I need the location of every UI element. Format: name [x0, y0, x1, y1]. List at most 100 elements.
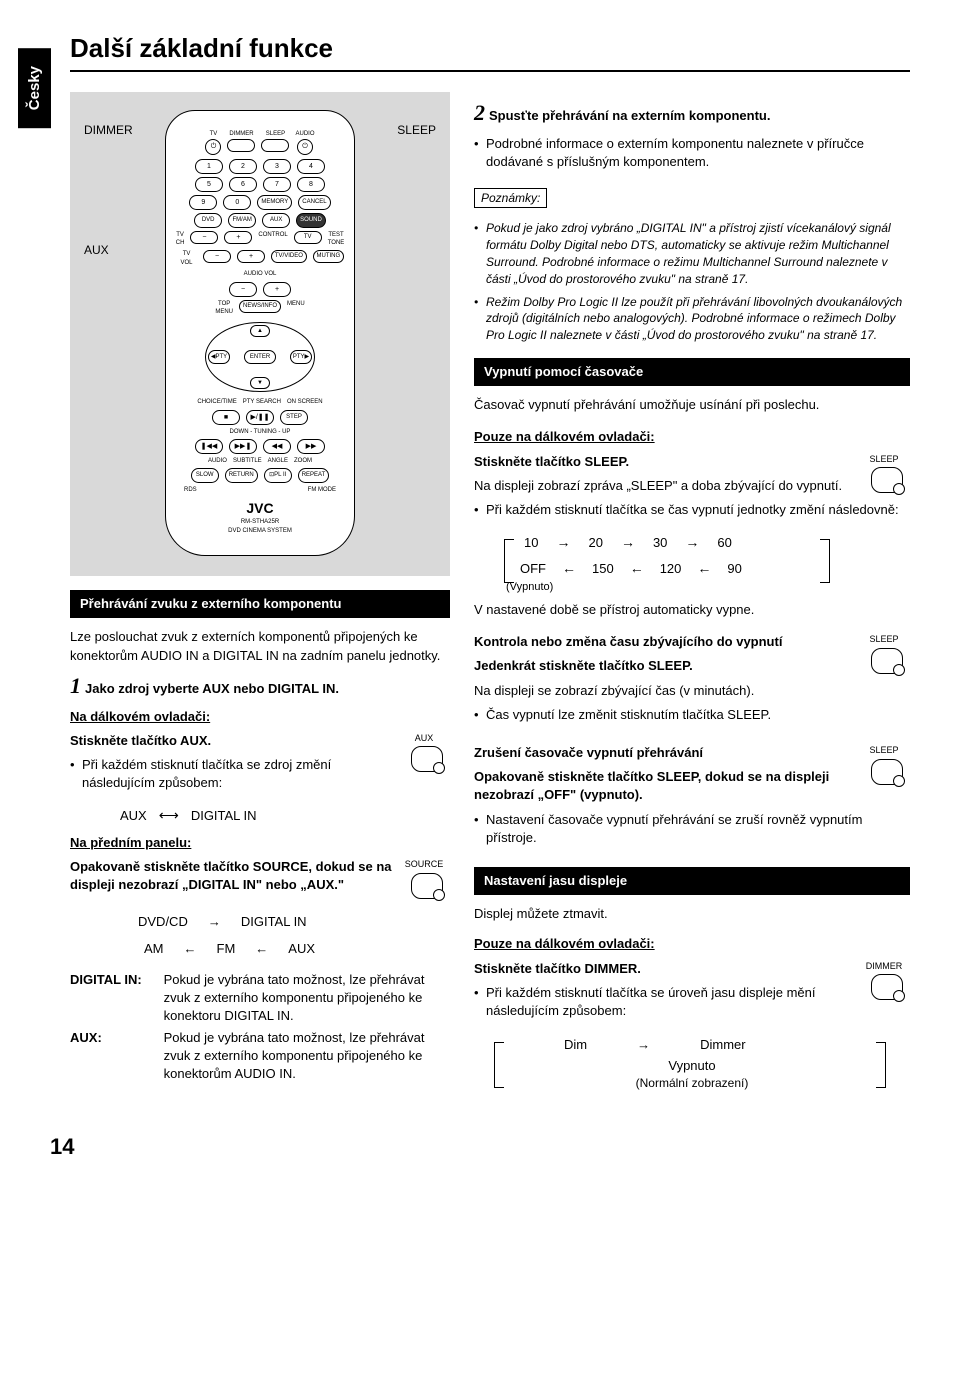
remote-label-ptysearch: PTY SEARCH: [243, 398, 281, 406]
remote-label-tv: TV: [205, 130, 221, 138]
title-underline: [70, 70, 910, 72]
remote-btn-next[interactable]: ▶▶❚: [229, 439, 257, 454]
remote-btn-0[interactable]: 0: [223, 195, 251, 210]
step1-press-aux: Stiskněte tlačítko AUX.: [70, 732, 450, 750]
remote-label-sleep: SLEEP: [261, 130, 289, 138]
remote-btn-tvch-plus[interactable]: +: [224, 231, 252, 244]
remote-label-control: CONTROL: [258, 231, 287, 248]
remote-btn-tvch-minus[interactable]: −: [190, 231, 218, 244]
remote-btn-sound[interactable]: SOUND: [296, 213, 326, 228]
dimmer-icon-caption: DIMMER: [858, 960, 910, 973]
remote-btn-dvd[interactable]: DVD: [194, 213, 222, 228]
sleep-icon-wrap: SLEEP: [858, 453, 910, 494]
remote-label-fmmode: FM MODE: [308, 486, 336, 494]
step2-title: 2Spusťte přehrávání na externím komponen…: [474, 98, 910, 129]
route-aux2: AUX: [288, 940, 315, 958]
remote-btn-tvvideo[interactable]: TV/VIDEO: [271, 250, 307, 263]
remote-btn-ff[interactable]: ▶▶: [297, 439, 325, 454]
remote-btn-cancel[interactable]: CANCEL: [298, 195, 330, 210]
remote-btn-tvvol-minus[interactable]: −: [203, 250, 231, 263]
remote-btn-playpause[interactable]: ▶/❚❚: [246, 410, 274, 425]
remote-btn-right-pty[interactable]: PTY▶: [290, 350, 312, 364]
arrow-icon: →: [637, 1036, 650, 1054]
remote-label-tvvol: TV VOL: [176, 250, 197, 267]
remote-label-choicetime: CHOICE/TIME: [197, 398, 236, 406]
remote-btn-tv[interactable]: TV: [294, 231, 322, 244]
dimmer-only-remote: Pouze na dálkovém ovladači:: [474, 935, 910, 953]
callout-sleep: SLEEP: [397, 122, 436, 139]
sleep-off-sub: (Vypnuto): [506, 580, 553, 595]
remote-btn-1[interactable]: 1: [195, 159, 223, 174]
page-number: 14: [50, 1132, 910, 1163]
remote-btn-6[interactable]: 6: [229, 177, 257, 192]
arrow-icon: →: [208, 913, 221, 931]
step2-note: Podrobné informace o externím komponentu…: [474, 135, 910, 171]
step1-source-press: Opakovaně stiskněte tlačítko SOURCE, dok…: [70, 858, 450, 894]
sleep-check-heading: Kontrola nebo změna času zbývajícího do …: [474, 633, 910, 651]
remote-btn-2[interactable]: 2: [229, 159, 257, 174]
remote-btn-3[interactable]: 3: [263, 159, 291, 174]
remote-label-tvch: TV CH: [176, 231, 185, 248]
arrow-icon: →: [621, 533, 635, 553]
callout-dimmer: DIMMER: [84, 122, 133, 139]
remote-btn-dimmer[interactable]: [227, 139, 255, 152]
remote-btn-8[interactable]: 8: [297, 177, 325, 192]
remote-btn-prev[interactable]: ❚◀◀: [195, 439, 223, 454]
remote-btn-return[interactable]: RETURN: [225, 468, 258, 483]
remote-btn-rew[interactable]: ◀◀: [263, 439, 291, 454]
remote-btn-sleep[interactable]: [261, 139, 289, 152]
remote-btn-slow[interactable]: SLOW: [191, 468, 219, 483]
sleep-after: V nastavené době se přístroj automaticky…: [474, 601, 910, 619]
right-column: 2Spusťte přehrávání na externím komponen…: [474, 92, 910, 1106]
sleep-icon-wrap2: SLEEP: [858, 633, 910, 674]
remote-label-rds: RDS: [184, 486, 197, 494]
remote-btn-5[interactable]: 5: [195, 177, 223, 192]
step1-title: 1Jako zdroj vyberte AUX nebo DIGITAL IN.: [70, 671, 450, 702]
sleep-press: Stiskněte tlačítko SLEEP.: [474, 453, 910, 471]
remote-btn-stop[interactable]: ■: [212, 410, 240, 425]
remote-btn-up[interactable]: ▲: [250, 325, 270, 337]
sleep-val-150: 150: [592, 560, 614, 578]
remote-btn-9[interactable]: 9: [189, 195, 217, 210]
remote-label-topmenu: TOP MENU: [215, 300, 233, 317]
remote-btn-left-pty[interactable]: ◀PTY: [208, 350, 230, 364]
poznamky-2: Režim Dolby Pro Logic II lze použít při …: [474, 294, 910, 344]
remote-btn-dpl[interactable]: ⊡PL II: [264, 468, 292, 483]
remote-btn-repeat[interactable]: REPEAT: [298, 468, 330, 483]
remote-btn-tv-power[interactable]: ⏻: [205, 139, 221, 155]
brightness-intro: Displej můžete ztmavit.: [474, 905, 910, 923]
remote-label-zoom: ZOOM: [294, 457, 312, 465]
remote-btn-muting[interactable]: MUTING: [313, 250, 344, 263]
aux-digitalin-flow: AUX ⟷ DIGITAL IN: [120, 806, 450, 826]
dim-val-off: Vypnuto: [504, 1057, 880, 1075]
remote-btn-enter[interactable]: ENTER: [244, 350, 276, 364]
sleep-val-20: 20: [588, 534, 602, 552]
dim-val-dimmer: Dimmer: [700, 1036, 746, 1054]
remote-btn-memory[interactable]: MEMORY: [257, 195, 292, 210]
remote-btn-aux[interactable]: AUX: [262, 213, 290, 228]
sleep-line2: Při každém stisknutí tlačítka se čas vyp…: [474, 501, 910, 519]
sleep-icon-caption: SLEEP: [858, 453, 910, 466]
remote-btn-vol-minus[interactable]: −: [229, 282, 257, 297]
desc-aux-term: AUX:: [70, 1029, 160, 1047]
remote-btn-down[interactable]: ▼: [250, 377, 270, 389]
remote-btn-step[interactable]: STEP: [280, 410, 308, 425]
heading-brightness: Nastavení jasu displeje: [474, 867, 910, 895]
desc-digitalin-text: Pokud je vybrána tato možnost, lze přehr…: [164, 971, 449, 1026]
remote-btn-audio-power[interactable]: ⏻: [297, 139, 313, 155]
dim-off-sub: (Normální zobrazení): [504, 1075, 880, 1092]
remote-btn-vol-plus[interactable]: +: [263, 282, 291, 297]
sleep-val-10: 10: [524, 534, 538, 552]
route-am: AM: [144, 940, 164, 958]
timer-intro: Časovač vypnutí přehrávání umožňuje usín…: [474, 396, 910, 414]
remote-label-angle: ANGLE: [268, 457, 288, 465]
page-title: Další základní funkce: [70, 30, 910, 66]
remote-btn-7[interactable]: 7: [263, 177, 291, 192]
source-route: DVD/CD → DIGITAL IN AM ← FM ← AUX: [100, 909, 360, 963]
remote-btn-4[interactable]: 4: [297, 159, 325, 174]
dimmer-press: Stiskněte tlačítko DIMMER.: [474, 960, 910, 978]
remote-btn-tvvol-plus[interactable]: +: [237, 250, 265, 263]
route-fm: FM: [217, 940, 236, 958]
remote-btn-newsinfo[interactable]: NEWS/INFO: [239, 300, 281, 313]
remote-btn-fmam[interactable]: FM/AM: [228, 213, 256, 228]
